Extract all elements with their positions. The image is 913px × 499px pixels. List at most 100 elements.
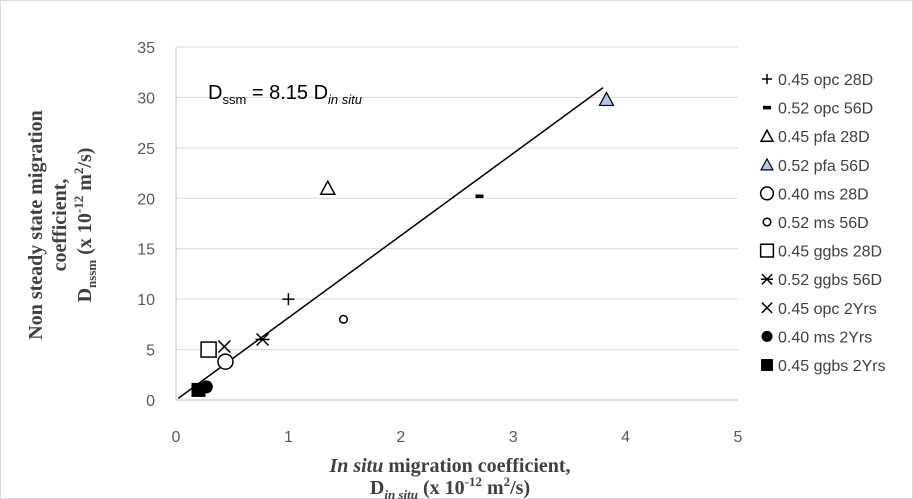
marker-triangle	[319, 179, 336, 195]
marker-triangle-filled	[760, 157, 774, 171]
x-unit-mid: m	[482, 477, 504, 499]
marker-circle-large	[759, 186, 775, 201]
legend-item: 0.45 ggbs 2Yrs	[761, 358, 886, 375]
x-tick-label: 5	[734, 429, 743, 446]
y-tick-label: 15	[137, 242, 155, 259]
marker-square-filled	[191, 382, 206, 397]
legend-item: 0.45 opc 28D	[761, 72, 873, 89]
data-points	[191, 91, 615, 397]
legend-label: 0.52 opc 56D	[778, 101, 873, 118]
marker-square-open	[759, 243, 775, 258]
legend-item: 0.52 pfa 56D	[760, 157, 870, 175]
marker-triangle-filled	[598, 91, 615, 107]
data-point-5-0	[338, 314, 349, 324]
y-tick-label: 5	[146, 343, 155, 360]
legend-label: 0.45 ggbs 2Yrs	[778, 358, 886, 375]
marker-dash	[763, 105, 771, 110]
legend-item: 0.45 opc 2Yrs	[761, 301, 877, 318]
legend-label: 0.52 pfa 56D	[778, 158, 870, 175]
x-tick-label: 0	[172, 429, 181, 446]
marker-circle-filled	[761, 330, 773, 342]
equation-mid: = 8.15 D	[246, 82, 328, 104]
x-unit-exp: -12	[465, 474, 482, 489]
equation-rhs-sub: in situ	[328, 92, 362, 107]
x-label-rest: migration coefficient,	[383, 455, 570, 477]
x-symbol: D	[370, 477, 384, 499]
legend-label: 0.52 ms 56D	[778, 215, 869, 232]
marker-asterisk	[761, 273, 773, 285]
fit-line	[177, 87, 604, 399]
marker-circle-small	[338, 314, 349, 324]
x-symbol-sub: in situ	[384, 487, 418, 499]
legend-item: 0.40 ms 2Yrs	[761, 329, 872, 346]
y-unit-exp: -12	[71, 196, 86, 213]
legend-item: 0.52 ms 56D	[762, 215, 869, 232]
fit-line-group	[177, 87, 604, 399]
data-point-0-0	[282, 293, 295, 306]
legend-label: 0.45 ggbs 28D	[778, 244, 882, 261]
x-unit-post: /s)	[509, 477, 530, 499]
x-tick-labels: 0 1 2 3 4 5	[172, 429, 743, 446]
y-unit-pre: (x 10	[74, 213, 96, 260]
x-tick-label: 2	[396, 429, 405, 446]
x-label-italic: In situ	[328, 455, 383, 477]
x-axis-label-line1: In situ migration coefficient,	[328, 455, 570, 477]
legend-item: 0.52 opc 56D	[763, 101, 873, 118]
legend: 0.45 opc 28D 0.52 opc 56D 0.45 pfa 28D 0.52…	[759, 72, 886, 375]
marker-circle-small	[762, 217, 772, 227]
marker-cross	[761, 302, 773, 314]
y-axis-label: Non steady state migration coefficient, …	[25, 110, 99, 339]
legend-label: 0.40 ms 2Yrs	[778, 329, 872, 346]
marker-square-filled	[761, 359, 773, 371]
data-point-3-0	[598, 91, 615, 107]
legend-label: 0.52 ggbs 56D	[778, 272, 882, 289]
y-tick-label: 20	[137, 191, 155, 208]
gridlines	[176, 46, 738, 351]
marker-cross-d2	[217, 340, 231, 354]
marker-circle-small	[762, 217, 772, 227]
y-tick-label: 35	[137, 40, 155, 57]
marker-plus	[761, 73, 773, 85]
y-tick-label: 25	[137, 141, 155, 158]
data-point-2-0	[319, 179, 336, 195]
marker-triangle-open	[759, 128, 775, 143]
x-tick-label: 4	[621, 429, 630, 446]
y-unit-exp2: 2	[71, 168, 86, 175]
legend-label: 0.45 pfa 28D	[778, 129, 870, 146]
y-tick-label: 30	[137, 90, 155, 107]
x-unit-exp2: 2	[504, 474, 511, 489]
data-point-8-0	[217, 340, 231, 354]
equation-lhs-sub: ssm	[222, 92, 246, 107]
marker-circle-large	[759, 186, 775, 201]
marker-square-open	[200, 341, 217, 358]
legend-label: 0.45 opc 28D	[778, 72, 873, 89]
y-unit-post: /s)	[74, 148, 96, 169]
marker-dash	[475, 194, 484, 199]
y-tick-labels: 0 5 10 15 20 25 30 35	[137, 40, 155, 410]
y-axis-label-line2: coefficient,	[49, 179, 71, 272]
fit-equation: Dssm = 8.15 Din situ	[208, 82, 362, 107]
x-axis-label-line2: Din situ (x 10-12 m2/s)	[370, 474, 530, 499]
data-point-4-0	[217, 353, 234, 370]
legend-item: 0.45 ggbs 28D	[759, 243, 882, 261]
x-unit-pre: (x 10	[418, 477, 465, 499]
legend-item: 0.45 pfa 28D	[759, 128, 870, 146]
marker-triangle	[759, 128, 775, 143]
marker-cross-d2	[761, 302, 773, 314]
marker-dash	[763, 105, 771, 110]
y-symbol: D	[74, 288, 96, 302]
legend-item: 0.40 ms 28D	[759, 186, 869, 203]
equation-lhs: D	[208, 82, 222, 104]
data-point-1-0	[475, 194, 484, 199]
legend-label: 0.40 ms 28D	[778, 186, 869, 203]
marker-square-open	[759, 243, 775, 258]
legend-label: 0.45 opc 2Yrs	[778, 301, 877, 318]
y-tick-label: 0	[146, 393, 155, 410]
y-symbol-sub: nssm	[84, 260, 99, 288]
marker-triangle-filled	[760, 157, 774, 171]
x-tick-label: 1	[284, 429, 293, 446]
marker-square-filled	[761, 359, 773, 371]
marker-circle-large	[217, 353, 234, 370]
y-axis-label-line3: Dnssm (x 10-12 m2/s)	[71, 148, 99, 303]
